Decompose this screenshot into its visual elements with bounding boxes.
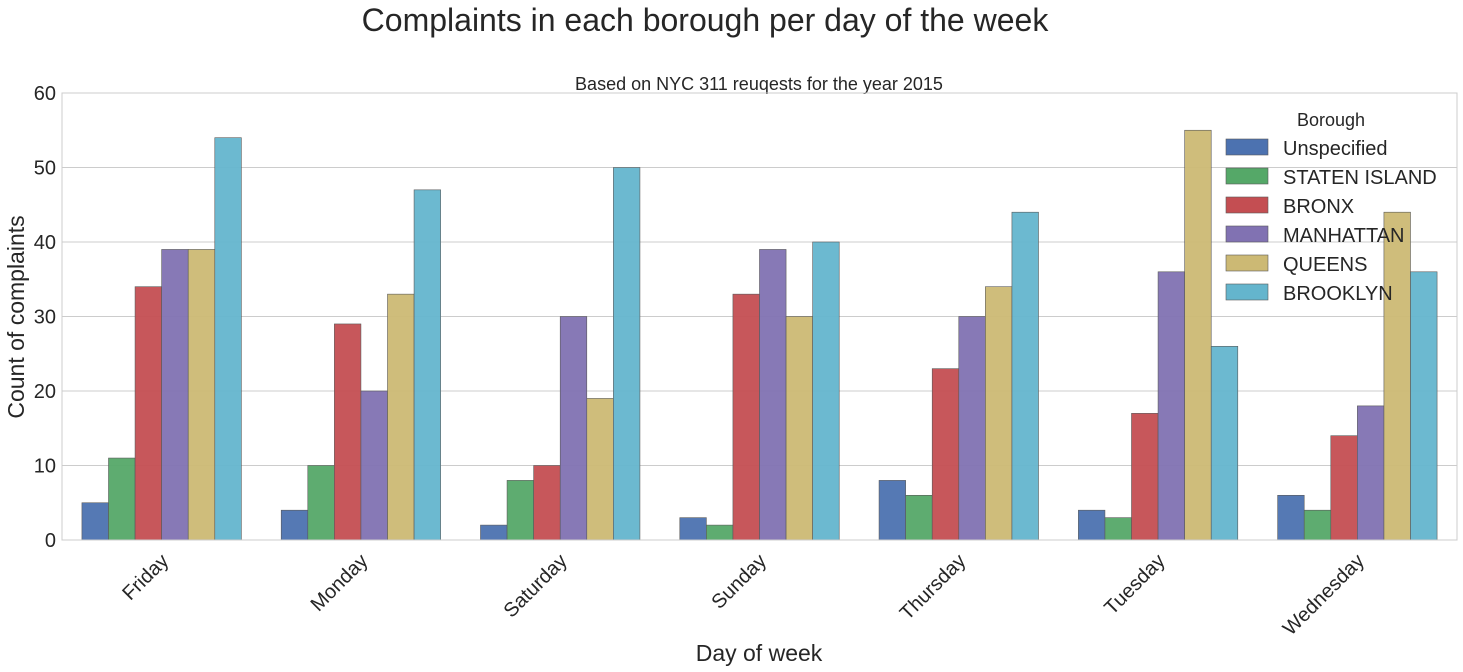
legend-swatch xyxy=(1225,196,1269,214)
legend: Borough Unspecified STATEN ISLAND BRONX MAN… xyxy=(1225,110,1437,305)
bar-unspecified xyxy=(1277,494,1305,541)
bar-manhattan xyxy=(161,249,189,541)
bar-brooklyn xyxy=(1410,271,1438,541)
bar-unspecified xyxy=(679,517,707,541)
x-tick-label: Thursday xyxy=(896,550,971,625)
bar-unspecified xyxy=(1078,509,1106,541)
legend-label: BRONX xyxy=(1283,196,1354,218)
bar-queens xyxy=(785,316,813,541)
x-tick-label: Sunday xyxy=(708,550,772,614)
x-tick-label: Friday xyxy=(118,550,173,605)
bars xyxy=(81,129,1438,541)
legend-label: Unspecified xyxy=(1283,138,1388,160)
bar-bronx xyxy=(931,368,960,541)
bar-staten-island xyxy=(506,480,534,541)
y-tick-label: 60 xyxy=(34,83,56,105)
legend-swatch xyxy=(1225,254,1269,272)
bar-unspecified xyxy=(878,480,906,541)
y-tick-label: 20 xyxy=(34,381,56,403)
legend-label: BROOKLYN xyxy=(1283,283,1393,305)
bar-queens xyxy=(187,249,216,541)
y-axis-label: Count of complaints xyxy=(3,215,29,418)
y-tick-label: 30 xyxy=(34,307,56,329)
chart-subtitle: Based on NYC 311 reuqests for the year 2… xyxy=(575,74,943,94)
bar-manhattan xyxy=(958,316,986,541)
legend-swatch xyxy=(1225,225,1269,243)
bar-bronx xyxy=(334,323,362,541)
legend-swatch xyxy=(1225,138,1269,156)
bar-bronx xyxy=(533,465,561,541)
bar-manhattan xyxy=(559,316,588,541)
chart-title: Complaints in each borough per day of th… xyxy=(362,2,1050,38)
plot-frame xyxy=(61,92,1458,541)
y-tick-label: 50 xyxy=(34,158,56,180)
bar-brooklyn xyxy=(613,167,641,541)
bar-queens xyxy=(1184,129,1212,541)
bar-manhattan xyxy=(360,390,388,541)
bar-queens xyxy=(1383,211,1411,541)
bar-unspecified xyxy=(81,502,109,541)
bar-unspecified xyxy=(280,509,309,541)
x-tick-label: Monday xyxy=(307,550,373,616)
bar-staten-island xyxy=(706,524,734,541)
legend-label: MANHATTAN xyxy=(1283,225,1404,247)
bar-bronx xyxy=(732,293,760,541)
bar-brooklyn xyxy=(812,241,840,541)
bar-brooklyn xyxy=(1210,345,1239,541)
bar-staten-island xyxy=(108,457,136,541)
bar-staten-island xyxy=(1104,517,1132,541)
bar-bronx xyxy=(1131,413,1159,541)
bar-staten-island xyxy=(1303,509,1332,541)
x-tick-label: Wednesday xyxy=(1279,550,1369,640)
bar-manhattan xyxy=(1357,405,1385,541)
x-tick-label: Saturday xyxy=(500,550,572,622)
x-axis-ticks: Friday Monday Saturday Sunday Thursday Tuesda… xyxy=(118,550,1369,640)
legend-swatch xyxy=(1225,167,1269,185)
legend-swatch xyxy=(1225,283,1269,301)
bar-queens xyxy=(387,293,415,541)
y-tick-label: 0 xyxy=(45,530,56,552)
bar-brooklyn xyxy=(413,189,441,541)
bar-bronx xyxy=(134,286,162,541)
legend-label: STATEN ISLAND xyxy=(1283,167,1437,189)
bar-brooklyn xyxy=(1011,211,1039,541)
bar-queens xyxy=(586,398,614,541)
bar-unspecified xyxy=(480,524,508,541)
bar-queens xyxy=(985,286,1013,541)
bar-bronx xyxy=(1330,435,1358,541)
bar-manhattan xyxy=(1157,271,1185,541)
bar-brooklyn xyxy=(214,137,242,541)
legend-label: QUEENS xyxy=(1283,254,1367,276)
x-tick-label: Tuesday xyxy=(1100,550,1169,619)
legend-title: Borough xyxy=(1297,110,1365,130)
bar-manhattan xyxy=(759,249,787,541)
bar-staten-island xyxy=(307,465,335,541)
y-axis-ticks: 0 10 20 30 40 50 60 xyxy=(34,83,56,552)
x-axis-label: Day of week xyxy=(696,640,823,666)
y-tick-label: 10 xyxy=(34,456,56,478)
bar-staten-island xyxy=(905,494,933,541)
y-tick-label: 40 xyxy=(34,232,56,254)
